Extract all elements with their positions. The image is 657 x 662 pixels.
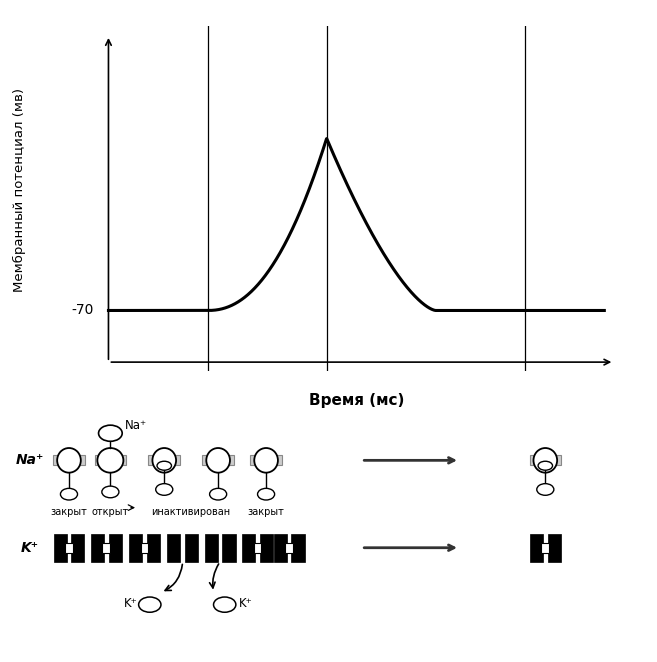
Bar (95, 455, 126, 465)
Bar (285, 543, 293, 553)
Bar (65, 543, 73, 553)
Bar (250, 455, 282, 465)
Text: инактивирован: инактивирован (152, 506, 231, 517)
Circle shape (102, 486, 119, 498)
Bar (109, 534, 122, 561)
Ellipse shape (152, 448, 176, 473)
Bar (54, 534, 67, 561)
Ellipse shape (97, 448, 124, 473)
Bar (202, 455, 234, 465)
Text: Мембранный потенциал (мв): Мембранный потенциал (мв) (12, 88, 26, 292)
Ellipse shape (157, 461, 171, 470)
Bar (91, 534, 104, 561)
Bar (254, 543, 261, 553)
Bar (242, 534, 255, 561)
Text: Na⁺: Na⁺ (125, 418, 147, 432)
Ellipse shape (538, 461, 553, 470)
Text: Время (мс): Время (мс) (309, 393, 404, 408)
Ellipse shape (533, 448, 557, 473)
Circle shape (210, 489, 227, 500)
Bar (147, 534, 160, 561)
Bar (102, 543, 110, 553)
Circle shape (156, 484, 173, 495)
Bar (71, 534, 84, 561)
Bar (530, 534, 543, 561)
Text: закрыт: закрыт (248, 506, 284, 517)
Ellipse shape (57, 448, 81, 473)
Bar (148, 455, 180, 465)
Text: K⁺: K⁺ (20, 541, 39, 555)
Circle shape (139, 597, 161, 612)
Bar (260, 534, 273, 561)
Circle shape (258, 489, 275, 500)
Bar (53, 455, 85, 465)
Bar (292, 534, 305, 561)
Text: закрыт: закрыт (51, 506, 87, 517)
Text: -70: -70 (71, 303, 93, 318)
Bar (541, 543, 549, 553)
Text: открыт: открыт (92, 506, 129, 517)
Text: K⁺: K⁺ (239, 597, 253, 610)
Bar (185, 534, 198, 561)
Bar (167, 534, 180, 561)
Bar (141, 543, 148, 553)
Bar (548, 534, 560, 561)
Bar (204, 534, 217, 561)
Bar (129, 534, 142, 561)
Bar (222, 534, 236, 561)
Circle shape (60, 489, 78, 500)
Bar (274, 534, 286, 561)
Text: Na⁺: Na⁺ (15, 453, 44, 467)
Circle shape (99, 425, 122, 442)
Bar (530, 455, 561, 465)
Circle shape (537, 484, 554, 495)
Ellipse shape (206, 448, 230, 473)
Circle shape (214, 597, 236, 612)
Ellipse shape (254, 448, 278, 473)
Text: K⁺: K⁺ (124, 597, 138, 610)
